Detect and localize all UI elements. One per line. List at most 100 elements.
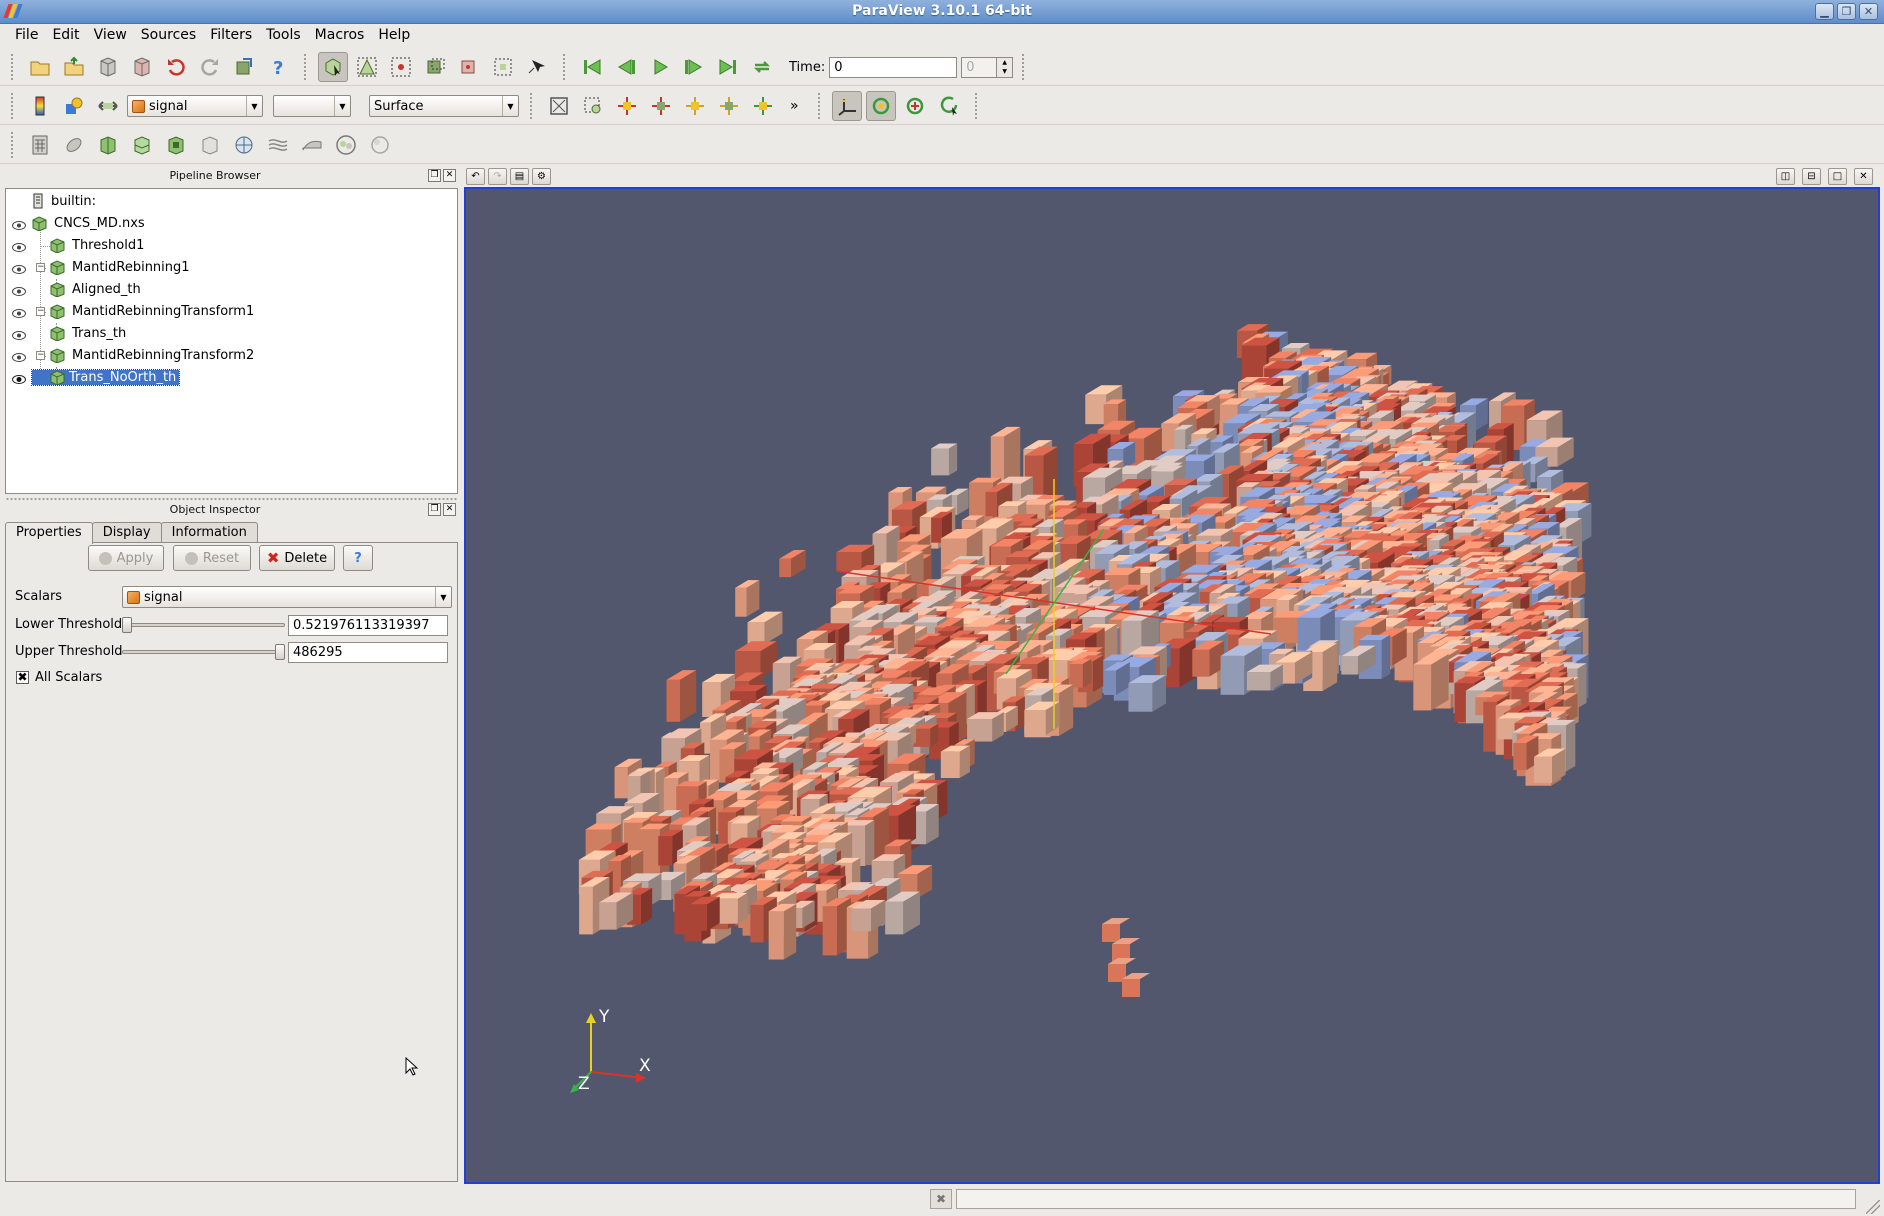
representation-select[interactable]: Surface ▼ [369, 95, 519, 117]
rescale-range-icon[interactable] [93, 91, 123, 121]
maximize-icon[interactable]: ❐ [1837, 3, 1856, 20]
color-legend-icon[interactable] [25, 91, 55, 121]
warp-by-vector-icon[interactable] [297, 130, 327, 160]
pipeline-item[interactable]: MantidRebinning1 [50, 257, 193, 277]
eye-icon[interactable] [12, 373, 26, 384]
save-state-icon[interactable] [93, 52, 123, 82]
toolbar-grip[interactable] [1021, 53, 1027, 81]
time-input[interactable]: 0 [829, 56, 958, 78]
pipeline-item[interactable]: CNCS_MD.nxs [32, 213, 148, 233]
view-settings-icon[interactable]: ⚙ [532, 168, 551, 185]
toolbar-overflow-button[interactable]: » [790, 98, 799, 114]
toolbar-grip[interactable] [10, 92, 15, 120]
group-datasets-icon[interactable] [331, 130, 361, 160]
eye-icon[interactable] [12, 263, 26, 274]
undo-icon[interactable] [161, 52, 191, 82]
calculator-icon[interactable] [25, 130, 55, 160]
menu-help[interactable]: Help [378, 27, 411, 43]
eye-icon[interactable] [12, 351, 26, 362]
menu-tools[interactable]: Tools [266, 27, 301, 43]
menu-file[interactable]: File [15, 27, 39, 43]
last-frame-icon[interactable] [713, 52, 743, 82]
select-cells-through-icon[interactable] [420, 52, 450, 82]
select-block-icon[interactable] [488, 52, 518, 82]
reset-camera-icon[interactable] [544, 91, 574, 121]
select-cells-icon[interactable] [352, 52, 382, 82]
play-icon[interactable] [645, 52, 675, 82]
maximize-view-icon[interactable]: □ [1828, 168, 1847, 185]
toolbar-grip[interactable] [562, 53, 567, 81]
collapse-icon[interactable]: − [36, 262, 45, 272]
slice-icon[interactable] [127, 130, 157, 160]
help-icon[interactable]: ? [263, 52, 293, 82]
delete-button[interactable]: ✖ Delete [259, 545, 335, 571]
minimize-icon[interactable]: ▁ [1815, 3, 1834, 20]
capture-view-icon[interactable]: ▤ [510, 168, 529, 185]
menu-macros[interactable]: Macros [314, 27, 365, 43]
eye-icon[interactable] [12, 329, 26, 340]
glyph-icon[interactable] [229, 130, 259, 160]
menu-edit[interactable]: Edit [52, 27, 80, 43]
render-view[interactable]: Y X Z [464, 187, 1880, 1184]
toolbar-grip[interactable] [10, 53, 15, 81]
tab-display[interactable]: Display [91, 522, 162, 543]
stream-tracer-icon[interactable] [263, 130, 293, 160]
component-select[interactable]: ▼ [273, 95, 351, 117]
connect-icon[interactable] [229, 52, 259, 82]
contour-icon[interactable] [59, 130, 89, 160]
menu-filters[interactable]: Filters [210, 27, 253, 43]
loop-icon[interactable] [747, 52, 777, 82]
eye-icon[interactable] [12, 241, 26, 252]
eye-icon[interactable] [12, 285, 26, 296]
view-minus-x-icon[interactable] [646, 91, 676, 121]
tab-properties[interactable]: Properties [5, 522, 93, 544]
next-frame-icon[interactable] [679, 52, 709, 82]
eye-icon[interactable] [12, 307, 26, 318]
time-step-input[interactable]: 0 [961, 56, 998, 78]
view-plus-z-icon[interactable] [748, 91, 778, 121]
clear-selection-icon[interactable] [522, 52, 552, 82]
view-camera-redo-icon[interactable]: ↷ [488, 168, 507, 185]
show-center-icon[interactable] [865, 91, 896, 121]
extract-subset-icon[interactable] [195, 130, 225, 160]
help-button[interactable]: ? [343, 545, 373, 571]
time-step-spinner[interactable]: ▲ ▼ [997, 56, 1014, 78]
lower-threshold-slider[interactable] [122, 623, 285, 627]
upper-threshold-slider[interactable] [122, 650, 285, 654]
server-row[interactable]: builtin: [32, 191, 99, 211]
upper-threshold-slider-handle[interactable] [275, 644, 285, 660]
undock-icon[interactable]: ❐ [428, 169, 441, 182]
view-minus-y-icon[interactable] [714, 91, 744, 121]
select-points-through-icon[interactable] [454, 52, 484, 82]
lower-threshold-input[interactable]: 0.521976113319397 [288, 615, 448, 636]
toolbar-grip[interactable] [10, 131, 15, 159]
pipeline-browser[interactable]: builtin: CNCS_MD.nxs Threshold1 − Mantid… [5, 188, 458, 494]
undock-icon[interactable]: ❐ [428, 503, 441, 516]
pick-center-icon[interactable] [934, 91, 964, 121]
toolbar-grip[interactable] [816, 92, 822, 120]
pipeline-item[interactable]: Trans_th [50, 323, 129, 343]
close-icon[interactable]: ✕ [1859, 3, 1878, 20]
apply-button[interactable]: Apply [88, 545, 164, 571]
show-orientation-axes-icon[interactable] [831, 91, 862, 121]
eye-icon[interactable] [12, 219, 26, 230]
reset-button[interactable]: Reset [173, 545, 251, 571]
open-file-icon[interactable] [25, 52, 55, 82]
toolbar-grip[interactable] [529, 92, 534, 120]
pipeline-item[interactable]: MantidRebinningTransform2 [50, 345, 257, 365]
close-icon[interactable]: ✕ [443, 503, 456, 516]
view-camera-undo-icon[interactable]: ↶ [466, 168, 485, 185]
first-frame-icon[interactable] [577, 52, 607, 82]
panel-splitter[interactable] [5, 497, 458, 501]
collapse-icon[interactable]: − [36, 350, 45, 360]
threshold-icon[interactable] [161, 130, 191, 160]
pipeline-item[interactable]: Threshold1 [50, 235, 147, 255]
toolbar-grip[interactable] [303, 53, 308, 81]
pipeline-item[interactable]: MantidRebinningTransform1 [50, 301, 257, 321]
edit-color-map-icon[interactable] [59, 91, 89, 121]
zoom-to-data-icon[interactable] [578, 91, 608, 121]
rendered-volume[interactable] [466, 189, 1878, 1182]
lower-threshold-slider-handle[interactable] [122, 617, 132, 633]
previous-frame-icon[interactable] [611, 52, 641, 82]
upper-threshold-input[interactable]: 486295 [288, 642, 448, 663]
